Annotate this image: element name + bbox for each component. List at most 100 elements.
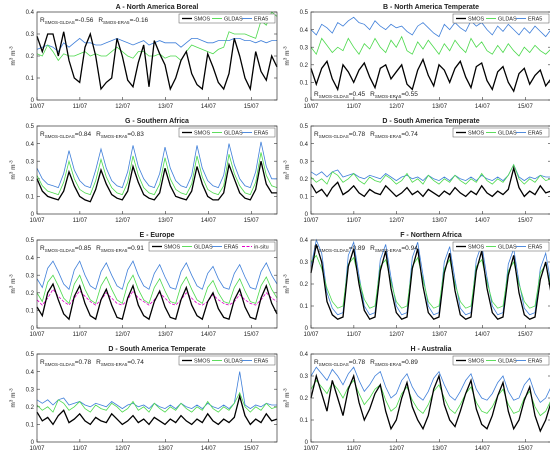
- correlation-value: =0.55: [401, 91, 418, 98]
- x-tick-label: 14/07: [201, 218, 217, 224]
- y-axis-label: m3 m-3: [283, 46, 292, 66]
- legend-label: ERA5: [224, 245, 238, 251]
- chart-title: D - South America Temperate: [108, 346, 205, 353]
- series-line-era5: [36, 260, 278, 291]
- y-axis-label-sup: 3: [283, 171, 288, 174]
- y-axis-label-sup: -3: [283, 388, 288, 392]
- legend-label: ERA5: [528, 245, 542, 251]
- y-tick-label: 0: [305, 98, 309, 104]
- correlation-value: =0.89: [401, 359, 418, 366]
- correlation-r: R: [314, 359, 319, 366]
- y-axis-label-sup: -3: [283, 160, 288, 164]
- correlation-value: =0.78: [349, 359, 366, 366]
- plot-area: [311, 126, 550, 214]
- plot-frame: [310, 239, 550, 329]
- x-tick-label: 15/07: [244, 446, 260, 452]
- series-line-smos: [36, 161, 277, 203]
- y-tick-label: 0: [31, 212, 35, 218]
- chart-title: H - Australia: [411, 346, 452, 353]
- y-axis-label-base: m: [284, 288, 291, 293]
- x-tick-label: 15/07: [518, 332, 534, 338]
- legend-label: GLDAS: [224, 131, 243, 137]
- x-tick-label: 12/07: [115, 446, 131, 452]
- correlation-r: R: [98, 17, 103, 24]
- series-line-smos: [36, 393, 278, 426]
- correlation-r: R: [314, 91, 319, 98]
- series-line-smos: [310, 244, 550, 321]
- series-line-smos: [310, 373, 550, 433]
- x-tick-label: 11/07: [347, 332, 362, 338]
- correlation-stats: RSMOS-GLDAS=0.84 RSMOS-ERA5=0.83: [40, 131, 144, 139]
- correlation-subscript: SMOS-ERA5: [101, 134, 128, 139]
- x-tick-label: 13/07: [432, 218, 448, 224]
- y-axis-label-sup: 3: [283, 399, 288, 402]
- legend-label: SMOS: [468, 131, 485, 137]
- plot-frame: [36, 353, 278, 443]
- correlation-r: R: [314, 131, 319, 138]
- correlation-subscript: SMOS-ERA5: [101, 248, 128, 253]
- x-tick-label: 10/07: [29, 218, 45, 224]
- y-tick-label: 0.3: [300, 159, 309, 165]
- chart-panel-1: A - North America Boreal 0 0.1 0.2 0.3 0.4 10/…: [9, 4, 278, 110]
- legend-label: SMOS: [468, 245, 485, 251]
- x-tick-label: 15/07: [244, 218, 260, 224]
- correlation-r: R: [314, 245, 319, 252]
- legend-label: SMOS: [194, 17, 211, 23]
- correlation-r: R: [370, 91, 375, 98]
- x-tick-label: 13/07: [158, 446, 174, 452]
- x-tick-label: 10/07: [29, 332, 45, 338]
- x-tick-label: 11/07: [347, 446, 362, 452]
- y-tick-label: 0.1: [300, 81, 309, 87]
- correlation-r: R: [96, 359, 101, 366]
- legend-label: SMOS: [468, 17, 485, 23]
- y-axis-label: m3 m-3: [9, 388, 18, 408]
- legend-label: ERA5: [528, 131, 542, 137]
- correlation-stats: RSMOS-GLDAS=0.89 RSMOS-ERA5=0.94: [314, 245, 418, 253]
- legend-label: GLDAS: [224, 359, 243, 365]
- legend-box: [452, 127, 550, 138]
- correlation-r: R: [40, 17, 45, 24]
- correlation-subscript: SMOS-GLDAS: [45, 248, 75, 253]
- legend-label: SMOS: [194, 359, 211, 365]
- y-tick-label: 0.5: [26, 238, 35, 244]
- correlation-subscript: SMOS-GLDAS: [319, 134, 349, 139]
- y-axis-label: m3 m-3: [9, 46, 18, 66]
- chart-panel-5: E - Europe 0 0.1 0.2 0.3 0.4 0.5 10/07 11/07 12/0…: [9, 232, 278, 338]
- correlation-r: R: [370, 131, 375, 138]
- series-line-gldas: [36, 11, 278, 62]
- correlation-value: =-0.56: [75, 17, 94, 24]
- correlation-value: =0.74: [127, 359, 144, 366]
- y-tick-label: 0.2: [26, 291, 35, 297]
- x-tick-label: 14/07: [201, 104, 217, 110]
- x-tick-label: 13/07: [158, 218, 174, 224]
- y-tick-label: 0.3: [26, 387, 35, 393]
- y-tick-label: 0.4: [300, 142, 309, 148]
- correlation-value: =0.91: [127, 245, 144, 252]
- y-axis-label-base: m: [284, 174, 291, 179]
- x-tick-label: 12/07: [389, 104, 405, 110]
- y-tick-label: 0.3: [300, 374, 309, 380]
- y-tick-label: 0.4: [26, 10, 35, 16]
- y-axis-label-base: m: [10, 402, 17, 407]
- correlation-subscript: SMOS-ERA5: [375, 362, 402, 367]
- y-tick-label: 0.3: [26, 273, 35, 279]
- plot-frame: [36, 239, 278, 329]
- correlation-r: R: [40, 245, 45, 252]
- correlation-subscript: SMOS-GLDAS: [319, 362, 349, 367]
- series-line-smos: [310, 165, 550, 198]
- legend-label: GLDAS: [498, 245, 517, 251]
- y-tick-label: 0.1: [300, 195, 309, 201]
- correlation-value: =0.85: [75, 245, 92, 252]
- plot-area: [37, 354, 277, 442]
- x-tick-label: 10/07: [303, 332, 319, 338]
- x-tick-label: 15/07: [244, 332, 260, 338]
- y-axis-label: m3 m-3: [283, 388, 292, 408]
- x-tick-label: 14/07: [201, 332, 217, 338]
- series-line-era5: [36, 371, 277, 410]
- plot-area: [37, 12, 277, 100]
- correlation-value: =0.94: [401, 245, 418, 252]
- y-axis-label-sup: 3: [9, 285, 14, 288]
- y-tick-label: 0.2: [300, 63, 309, 69]
- legend-label: GLDAS: [224, 17, 243, 23]
- x-tick-label: 15/07: [518, 218, 534, 224]
